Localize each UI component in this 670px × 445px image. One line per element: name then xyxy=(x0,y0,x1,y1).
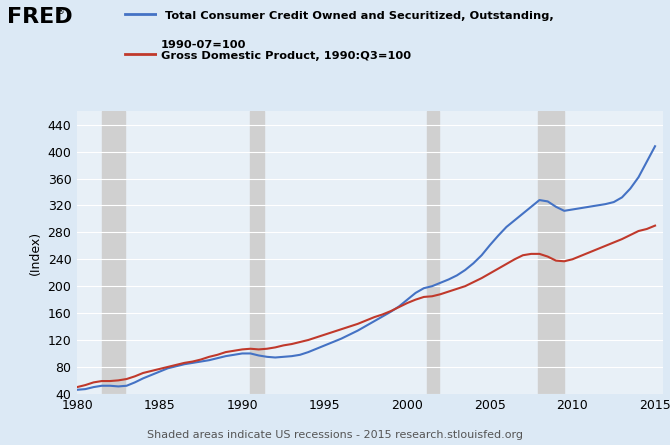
Text: FRED: FRED xyxy=(7,7,72,27)
Bar xyxy=(102,111,125,394)
Text: ®: ® xyxy=(57,7,65,16)
Text: Total Consumer Credit Owned and Securitized, Outstanding,: Total Consumer Credit Owned and Securiti… xyxy=(161,11,553,21)
Text: 1990-07=100: 1990-07=100 xyxy=(161,40,247,50)
Text: Gross Domestic Product, 1990:Q3=100: Gross Domestic Product, 1990:Q3=100 xyxy=(161,51,411,61)
Bar xyxy=(251,111,264,394)
Y-axis label: (Index): (Index) xyxy=(29,231,42,275)
Bar xyxy=(538,111,564,394)
Text: Shaded areas indicate US recessions - 2015 research.stlouisfed.org: Shaded areas indicate US recessions - 20… xyxy=(147,430,523,440)
Bar xyxy=(427,111,439,394)
